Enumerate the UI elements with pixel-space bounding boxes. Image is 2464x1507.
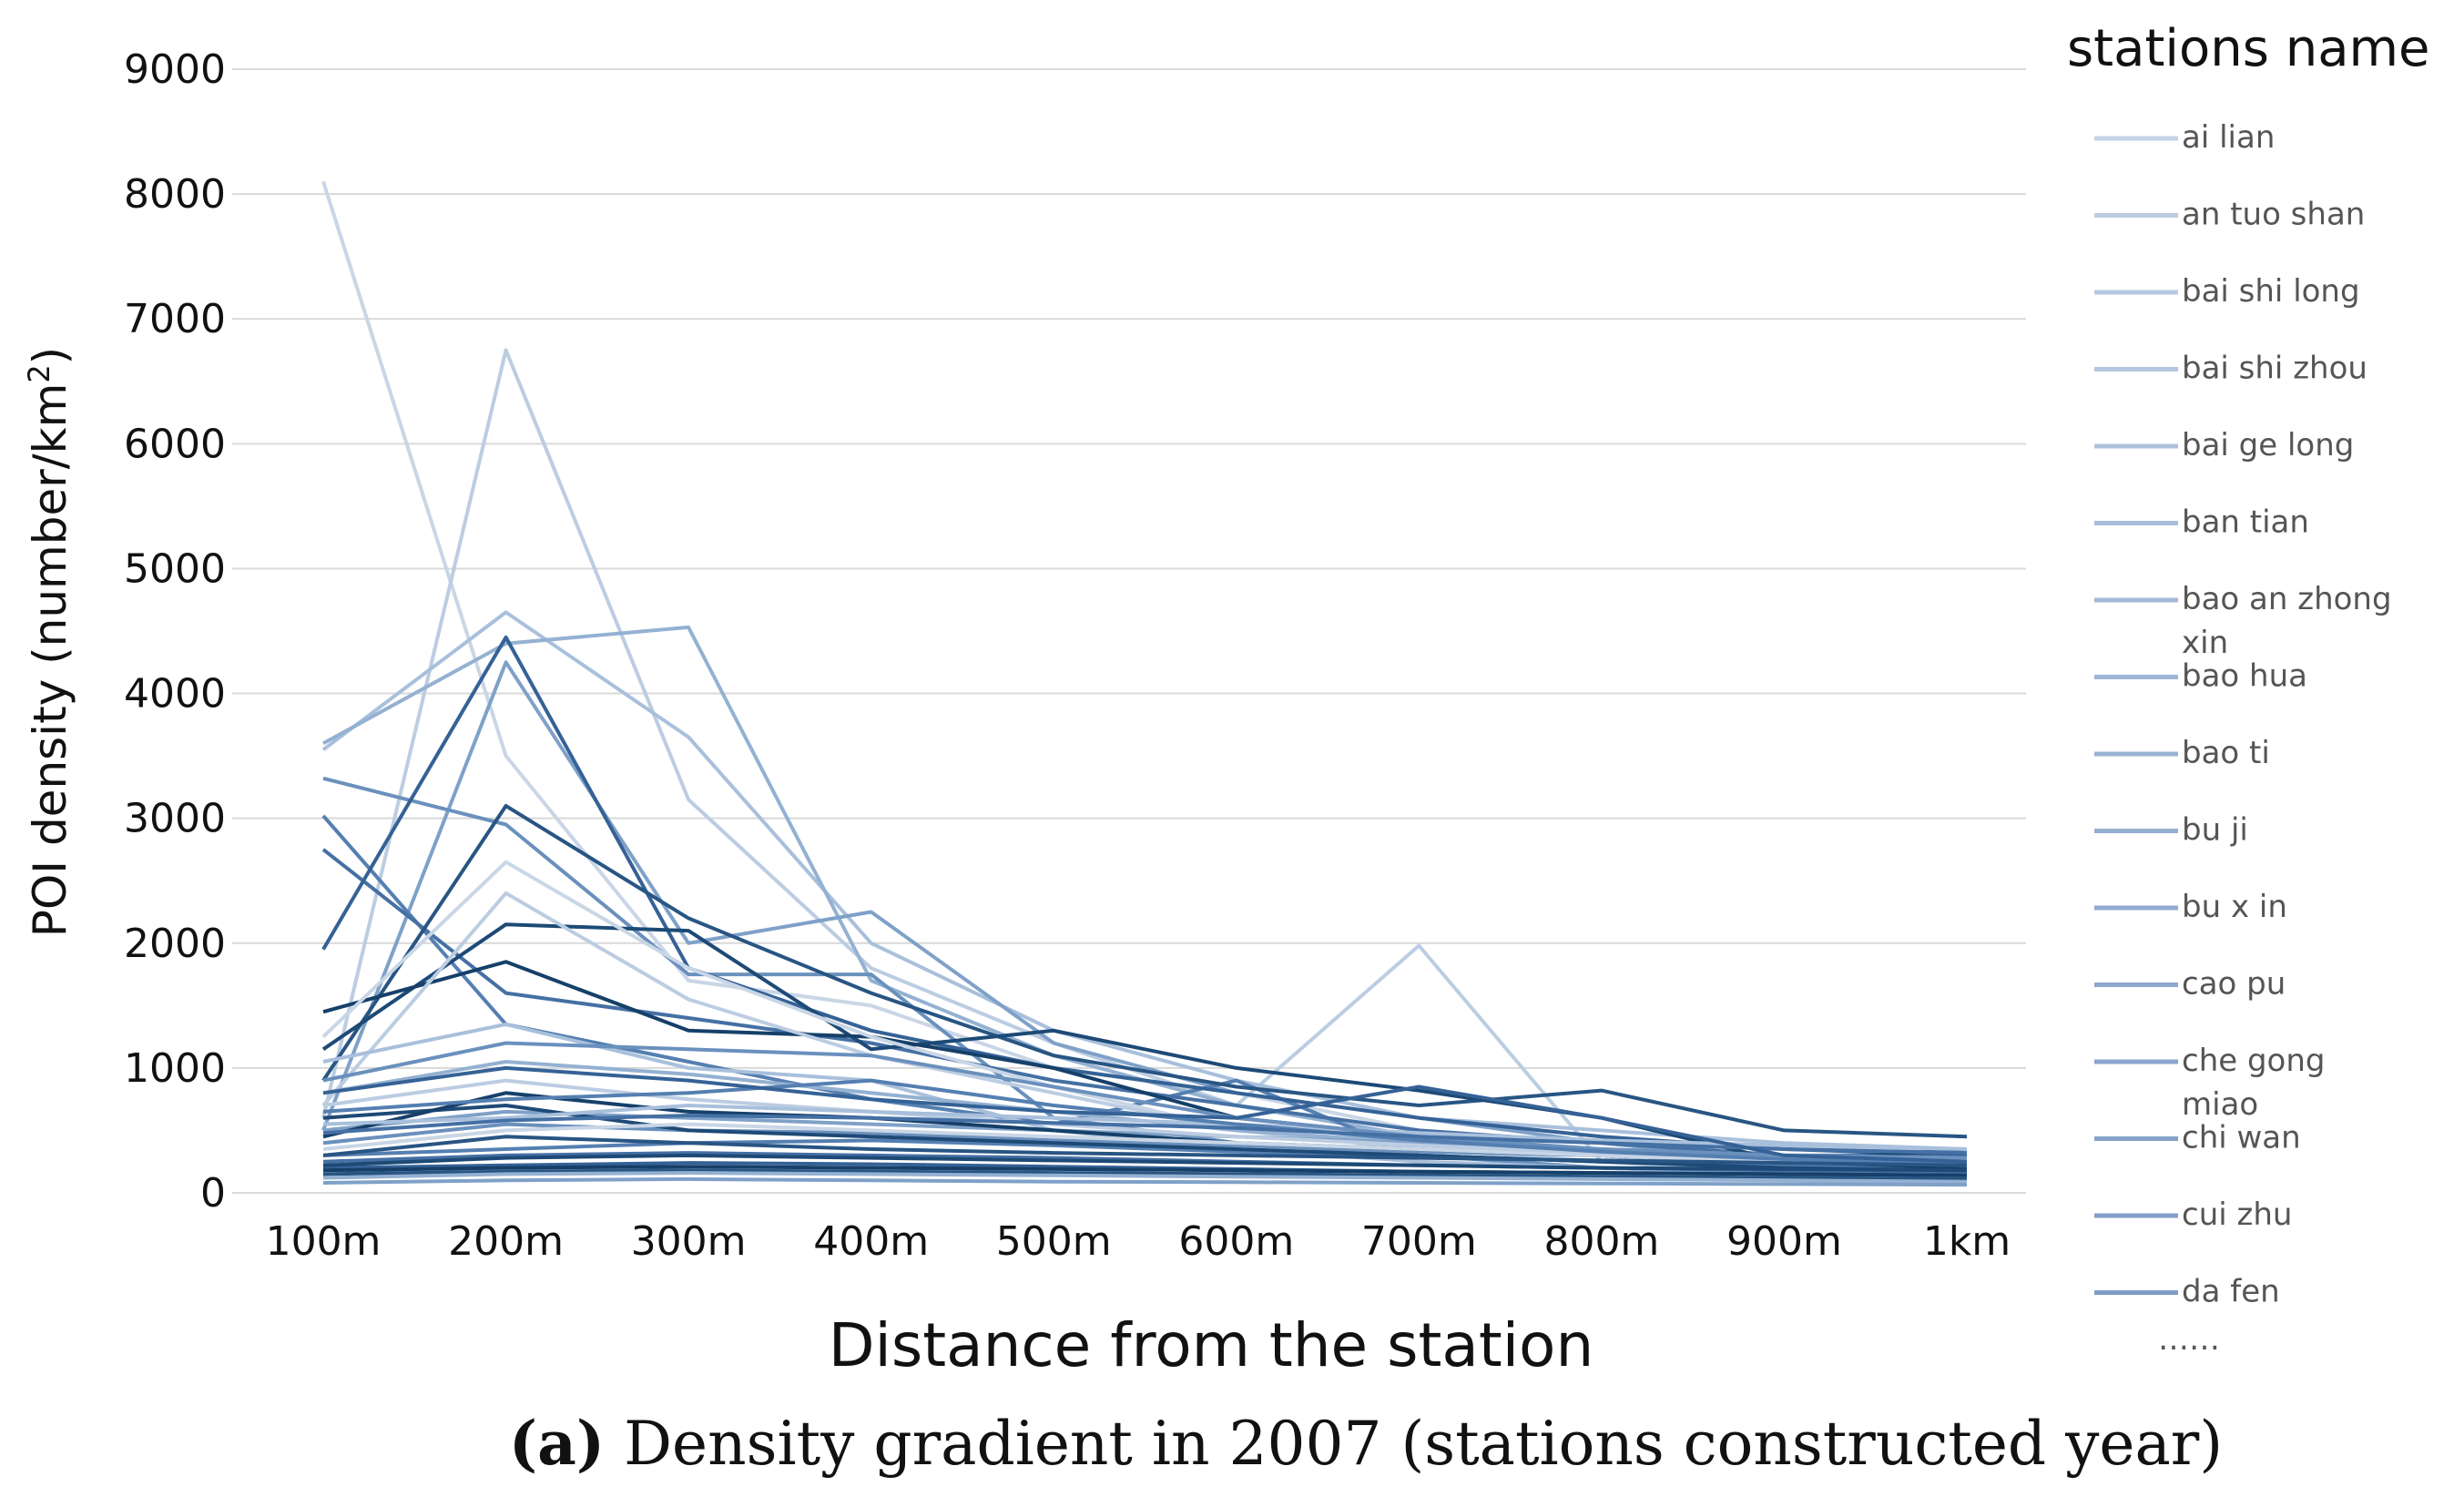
legend-label: bai ge long: [2182, 427, 2354, 463]
y-axis-label-superscript: 2: [22, 364, 56, 382]
legend-label: che gong miao: [2182, 1043, 2325, 1123]
legend-label: cao pu: [2182, 966, 2286, 1003]
series-line-s25: [322, 1122, 1968, 1167]
legend-label: cui zhu: [2182, 1196, 2292, 1233]
series-line-s09: [321, 635, 1968, 1157]
legend-entry: cao pu: [2094, 966, 2286, 1003]
legend-entry: bai shi long: [2094, 273, 2360, 310]
legend-label: ai lian: [2182, 119, 2275, 156]
legend-more: ……: [2158, 1321, 2220, 1358]
legend: ai lian an tuo shan bai shi long bai shi zh…: [2094, 119, 2392, 1310]
legend-label: bu x in: [2182, 889, 2287, 925]
series-line-s28: [322, 1171, 1968, 1184]
series-line-s34: [322, 1135, 1968, 1167]
series-line-s32: [322, 1114, 1968, 1156]
legend-entry: bu ji: [2094, 812, 2248, 849]
legend-label: chi wan: [2182, 1120, 2301, 1156]
x-tick-label: 500m: [996, 1218, 1112, 1265]
series-line-s36: [322, 1165, 1968, 1177]
y-tick-label: 0: [200, 1170, 226, 1217]
y-tick-label: 1000: [124, 1045, 226, 1092]
legend-entry: bai ge long: [2094, 427, 2354, 463]
legend-title: stations name: [2067, 19, 2430, 78]
y-tick-label: 5000: [124, 545, 226, 592]
y-axis-ticks: 0 1000 2000 3000 4000 5000 6000 7000 8000 9000: [124, 46, 226, 1217]
x-tick-label: 200m: [448, 1218, 564, 1265]
x-tick-label: 100m: [266, 1218, 382, 1265]
legend-label: an tuo shan: [2182, 197, 2365, 233]
x-tick-label: 400m: [813, 1218, 929, 1265]
y-axis-label-tail: ): [24, 347, 76, 365]
figure-caption: (a) Density gradient in 2007 (stations c…: [509, 1408, 2223, 1479]
legend-entry: ban tian: [2094, 504, 2309, 541]
y-tick-label: 3000: [124, 796, 226, 842]
series-line-s35: [322, 1153, 1968, 1173]
legend-entry: bao an zhong xin: [2094, 581, 2392, 661]
legend-entry: cui zhu: [2094, 1196, 2292, 1233]
y-tick-label: 4000: [124, 671, 226, 718]
legend-entry: an tuo shan: [2094, 197, 2365, 233]
series-line-s11: [321, 922, 1968, 1164]
legend-entry: bai shi zhou: [2094, 351, 2367, 387]
legend-entry: bao ti: [2094, 735, 2270, 771]
x-tick-label: 700m: [1361, 1218, 1477, 1265]
legend-entry: da fen: [2094, 1274, 2280, 1310]
legend-label: bai shi long: [2182, 273, 2360, 310]
legend-entry: bu x in: [2094, 889, 2287, 925]
series-line-s27: [322, 1104, 1968, 1151]
legend-entry: bao hua: [2094, 658, 2307, 695]
series-lines: [321, 180, 1968, 1187]
legend-label: bu ji: [2182, 812, 2248, 849]
legend-label: bao hua: [2182, 658, 2307, 695]
legend-label: ban tian: [2182, 504, 2309, 541]
x-tick-label: 1km: [1923, 1218, 2011, 1265]
series-line-s30: [322, 1041, 1968, 1160]
x-tick-label: 800m: [1543, 1218, 1659, 1265]
series-line-s01: [321, 180, 1968, 1176]
x-tick-label: 900m: [1726, 1218, 1842, 1265]
caption-label: (a): [509, 1408, 605, 1479]
series-line-s10: [321, 804, 1968, 1139]
series-line-s33: [322, 1065, 1968, 1164]
series-line-s29: [322, 1176, 1968, 1187]
x-tick-label: 600m: [1178, 1218, 1294, 1265]
x-tick-label: 300m: [631, 1218, 747, 1265]
legend-entry: che gong miao: [2094, 1043, 2325, 1123]
caption-text: Density gradient in 2007 (stations const…: [605, 1409, 2223, 1479]
legend-label: bao an zhong xin: [2182, 581, 2392, 661]
legend-label: bai shi zhou: [2182, 351, 2367, 387]
legend-label: da fen: [2182, 1274, 2280, 1310]
x-axis-label: Distance from the station: [829, 1310, 1594, 1380]
y-tick-label: 9000: [124, 46, 226, 93]
x-axis-ticks: 100m 200m 300m 400m 500m 600m 700m 800m 900m 1km: [266, 1218, 2011, 1265]
y-tick-label: 2000: [124, 921, 226, 967]
y-tick-label: 7000: [124, 296, 226, 342]
legend-entry: ai lian: [2094, 119, 2275, 156]
legend-label: bao ti: [2182, 735, 2270, 771]
y-tick-label: 6000: [124, 421, 226, 467]
y-axis-label: POI density (number/km2): [22, 347, 76, 937]
legend-entry: chi wan: [2094, 1120, 2301, 1156]
y-tick-label: 8000: [124, 171, 226, 218]
series-line-s22: [322, 1168, 1968, 1181]
